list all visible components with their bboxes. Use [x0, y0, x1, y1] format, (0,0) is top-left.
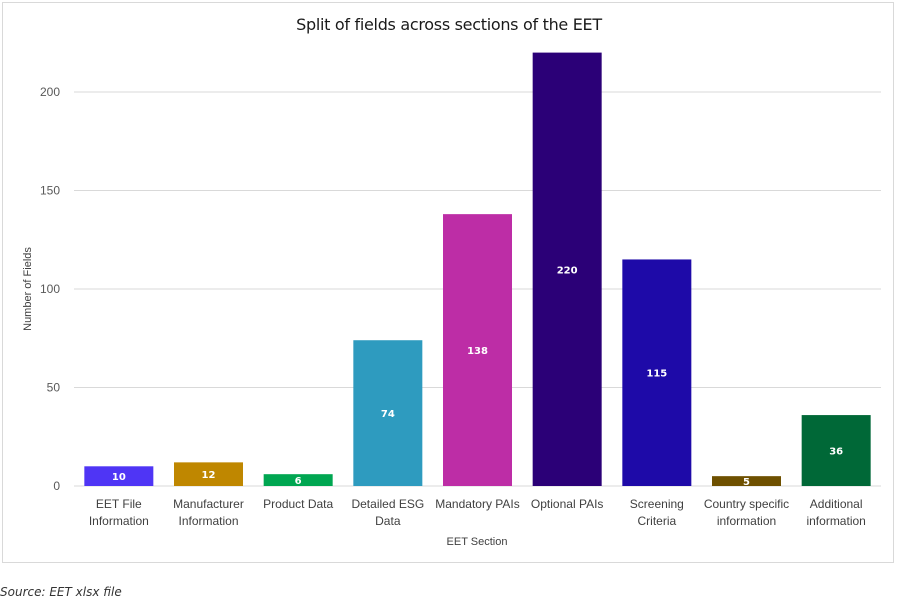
bar [353, 340, 423, 486]
x-category-label: Product Data [263, 497, 333, 511]
chart-title: Split of fields across sections of the E… [296, 15, 602, 34]
y-tick-label: 0 [53, 479, 60, 493]
bar [174, 462, 243, 486]
x-category-label: Optional PAIs [531, 497, 603, 511]
y-tick-label: 100 [40, 282, 60, 296]
data-label: 12 [202, 470, 216, 481]
x-category-label: Country specific information [704, 497, 789, 528]
data-labels: 10 12 6 74 138 220 115 5 36 [112, 265, 843, 488]
x-category-label: Screening Criteria [630, 497, 684, 528]
bar [532, 52, 602, 486]
data-label: 10 [112, 472, 126, 483]
bar [443, 214, 512, 486]
bar [622, 259, 692, 486]
data-label: 138 [467, 346, 488, 357]
y-tick-label: 150 [40, 184, 60, 198]
data-label: 5 [743, 477, 750, 488]
bar [263, 474, 333, 486]
x-category-label: Mandatory PAIs [435, 497, 519, 511]
source-note: Source: EET xlsx file [0, 585, 122, 599]
x-category-label: EET File Information [89, 497, 149, 528]
bar [84, 466, 154, 486]
data-label: 6 [295, 476, 302, 487]
y-tick-label: 200 [40, 85, 60, 99]
x-category-label: Detailed ESG Data [351, 497, 424, 528]
y-axis-ticks: 0 50 100 150 200 [40, 85, 60, 493]
bar [801, 415, 871, 486]
x-axis-label: EET Section [447, 536, 508, 548]
data-label: 36 [829, 447, 843, 458]
y-axis-label: Number of Fields [22, 247, 34, 331]
data-label: 115 [646, 369, 667, 380]
data-label: 220 [557, 265, 578, 276]
y-tick-label: 50 [47, 381, 61, 395]
bar [712, 476, 781, 486]
x-category-label: Manufacturer Information [173, 497, 244, 528]
bars [84, 52, 871, 486]
x-category-label: Additional information [806, 497, 865, 528]
x-axis-categories: EET File Information Manufacturer Informati… [89, 497, 866, 528]
data-label: 74 [381, 409, 395, 420]
